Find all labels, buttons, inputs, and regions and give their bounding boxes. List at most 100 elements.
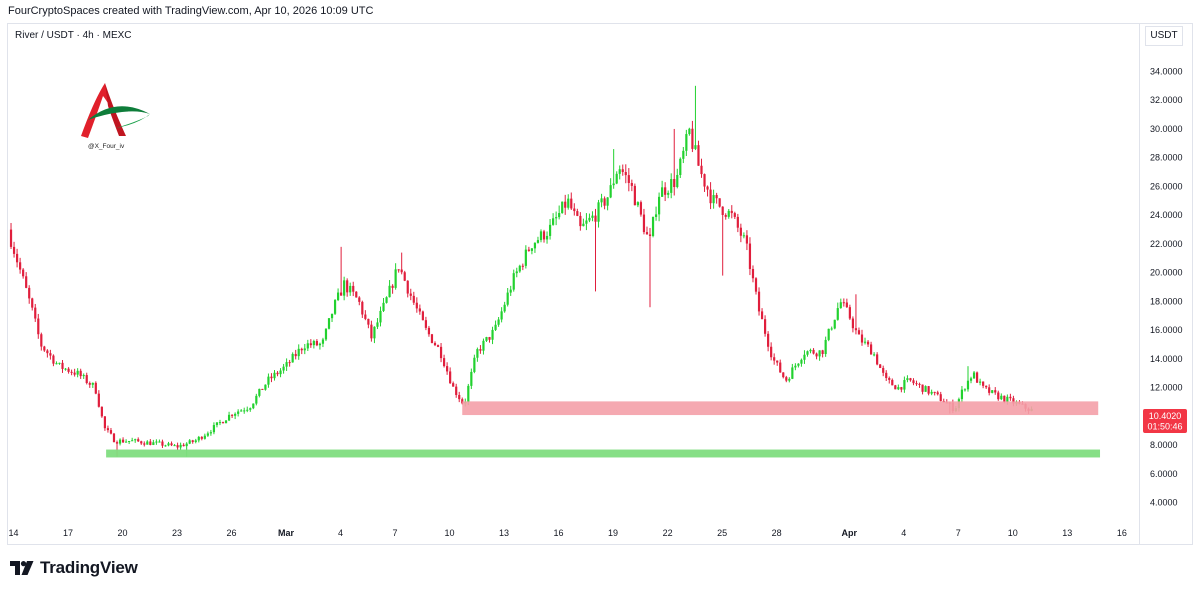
candle-body: [609, 185, 612, 198]
x-tick-label: 4: [338, 528, 343, 538]
candle-body: [291, 353, 294, 363]
candle-body: [600, 198, 603, 203]
candle-body: [22, 269, 25, 277]
candle-body: [721, 206, 724, 215]
candle-body: [46, 350, 49, 354]
candle-body: [49, 353, 52, 356]
candle-body: [882, 367, 885, 373]
candle-body: [642, 214, 646, 233]
candle-body: [455, 386, 458, 395]
candle-body: [909, 378, 912, 381]
candle-body: [718, 198, 721, 207]
resistance-zone: [462, 401, 1099, 416]
candle-body: [288, 362, 291, 364]
candle-body: [424, 320, 428, 328]
candle-body: [697, 145, 700, 166]
candle-body: [891, 379, 894, 386]
author-logo: @X_Four_iv: [78, 78, 154, 158]
candle-body: [815, 353, 818, 357]
candle-body: [470, 371, 473, 386]
candle-body: [648, 234, 652, 236]
candle-body: [682, 150, 685, 159]
candle-body: [394, 269, 397, 288]
candle-body: [25, 276, 28, 288]
candle-body: [530, 248, 534, 251]
price-axis-pane[interactable]: [1140, 23, 1193, 545]
candle-body: [888, 378, 891, 380]
zones-layer: [106, 401, 1101, 458]
tradingview-brand[interactable]: TradingView: [10, 558, 138, 578]
candle-body: [103, 416, 107, 429]
y-tick-label: 28.0000: [1150, 153, 1183, 163]
candle-body: [857, 330, 861, 335]
candle-body: [252, 403, 255, 409]
candle-body: [430, 334, 434, 343]
candle-body: [539, 231, 543, 241]
candle-body: [876, 354, 879, 365]
y-tick-label: 26.0000: [1150, 181, 1183, 191]
candle-body: [403, 272, 406, 281]
candle-body: [730, 210, 733, 214]
candle-body: [985, 385, 988, 388]
candle-body: [651, 216, 655, 236]
candle-body: [19, 262, 22, 270]
candle-body: [906, 378, 909, 381]
candle-body: [230, 414, 234, 416]
candle-body: [897, 387, 900, 390]
y-tick-label: 32.0000: [1150, 95, 1183, 105]
candle-body: [415, 302, 418, 309]
candle-body: [158, 441, 161, 443]
x-tick-label: Apr: [842, 528, 858, 538]
candle-body: [115, 442, 119, 444]
candle-body: [427, 327, 431, 335]
candle-body: [134, 439, 137, 441]
candle-body: [194, 440, 197, 442]
y-tick-label: 34.0000: [1150, 66, 1183, 76]
candle-body: [912, 380, 915, 384]
candle-body: [748, 243, 752, 269]
candle-body: [527, 249, 530, 251]
candle-body: [206, 433, 209, 436]
candle-body: [312, 340, 315, 346]
candle-body: [794, 365, 797, 368]
candle-body: [43, 346, 46, 351]
x-tick-label: 20: [117, 528, 127, 538]
candle-body: [1003, 395, 1006, 402]
candle-body: [751, 268, 755, 279]
candle-body: [279, 370, 282, 375]
candle-body: [273, 372, 276, 379]
x-tick-label: 26: [226, 528, 236, 538]
candle-body: [615, 173, 618, 184]
candle-body: [512, 273, 515, 290]
candle-body: [100, 406, 103, 417]
candle-body: [106, 428, 110, 431]
chart-pane[interactable]: [7, 23, 1140, 545]
candle-body: [670, 179, 673, 193]
candle-body: [324, 328, 328, 340]
candle-body: [55, 363, 58, 365]
candle-body: [61, 362, 64, 369]
x-tick-label: 17: [63, 528, 73, 538]
y-tick-label: 20.0000: [1150, 268, 1183, 278]
candle-body: [491, 329, 494, 340]
candle-body: [243, 410, 246, 412]
candle-body: [421, 311, 424, 321]
candle-body: [227, 414, 231, 421]
last-price-label: 10.4020: [1149, 411, 1182, 421]
candle-body: [140, 441, 143, 444]
candle-body: [85, 375, 88, 384]
candle-body: [545, 235, 549, 240]
candle-body: [975, 372, 979, 383]
currency-button[interactable]: USDT: [1145, 26, 1183, 46]
candle-body: [218, 422, 222, 424]
symbol-legend[interactable]: River / USDT · 4h · MEXC: [15, 30, 132, 41]
candle-body: [467, 385, 470, 402]
last-price-tag: 10.4020 01:50:46: [1143, 409, 1187, 433]
candle-body: [982, 381, 985, 386]
candle-body: [355, 291, 358, 298]
candle-body: [261, 388, 264, 390]
candle-body: [409, 293, 412, 296]
candle-body: [164, 445, 167, 447]
candle-body: [785, 377, 788, 381]
